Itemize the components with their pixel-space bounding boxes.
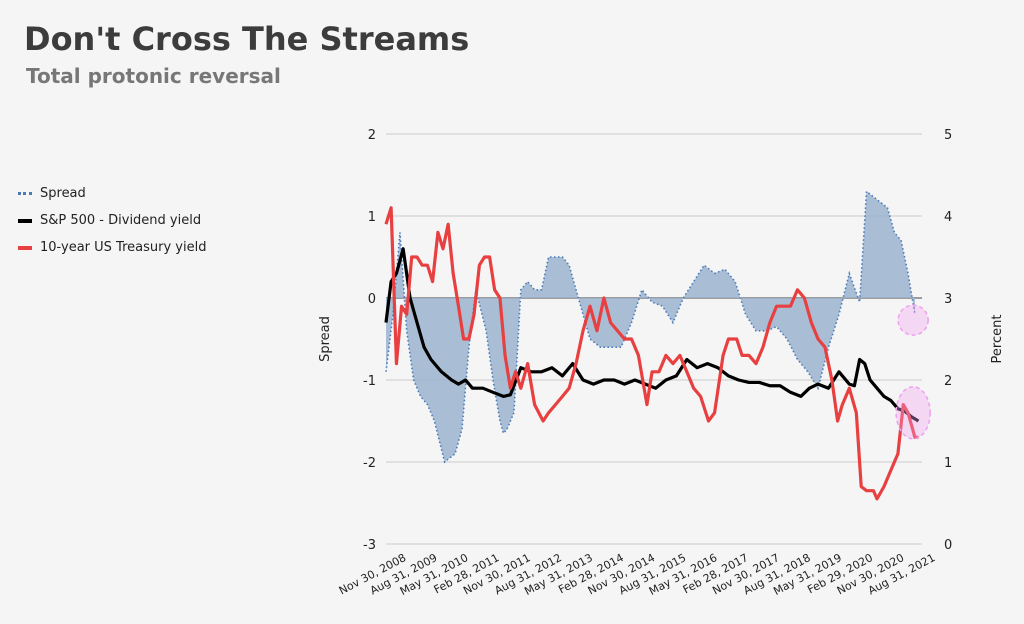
y2-tick-label: 3 (944, 292, 952, 307)
y2-tick-label: 5 (944, 128, 952, 143)
legend-label-treasury-yield: 10-year US Treasury yield (40, 240, 207, 255)
legend-swatch-treasury-yield (18, 245, 32, 250)
y-tick-label: -2 (363, 456, 376, 471)
spread-area (386, 191, 915, 462)
y-axis-label: Spread (318, 316, 333, 362)
legend-item-dividend-yield[interactable]: S&P 500 - Dividend yield (18, 207, 206, 234)
y2-tick-label: 2 (944, 374, 952, 389)
legend-label-dividend-yield: S&P 500 - Dividend yield (40, 213, 202, 228)
legend-swatch-dividend-yield (18, 218, 32, 223)
y-tick-label: 0 (368, 292, 376, 307)
chart-title: Don't Cross The Streams (24, 20, 470, 58)
y-tick-label: 1 (368, 210, 376, 225)
treasury-yield-line (384, 206, 919, 501)
highlight-spread (897, 304, 929, 336)
y2-axis-label: Percent (990, 315, 1005, 364)
y-tick-label: -1 (363, 374, 376, 389)
legend-item-spread[interactable]: Spread (18, 180, 206, 207)
legend: Spread S&P 500 - Dividend yield 10-year … (18, 180, 206, 261)
dividend-yield-line (384, 247, 920, 423)
y2-tick-label: 0 (944, 538, 952, 553)
legend-label-spread: Spread (40, 186, 86, 201)
chart-subtitle: Total protonic reversal (26, 64, 281, 88)
highlight-crossover (895, 386, 931, 440)
legend-swatch-spread (18, 192, 32, 195)
y-tick-label: -3 (363, 538, 376, 553)
y2-tick-label: 1 (944, 456, 952, 471)
y-tick-label: 2 (368, 128, 376, 143)
legend-item-treasury-yield[interactable]: 10-year US Treasury yield (18, 234, 206, 261)
spread-line (385, 189, 916, 464)
y2-tick-label: 4 (944, 210, 952, 225)
